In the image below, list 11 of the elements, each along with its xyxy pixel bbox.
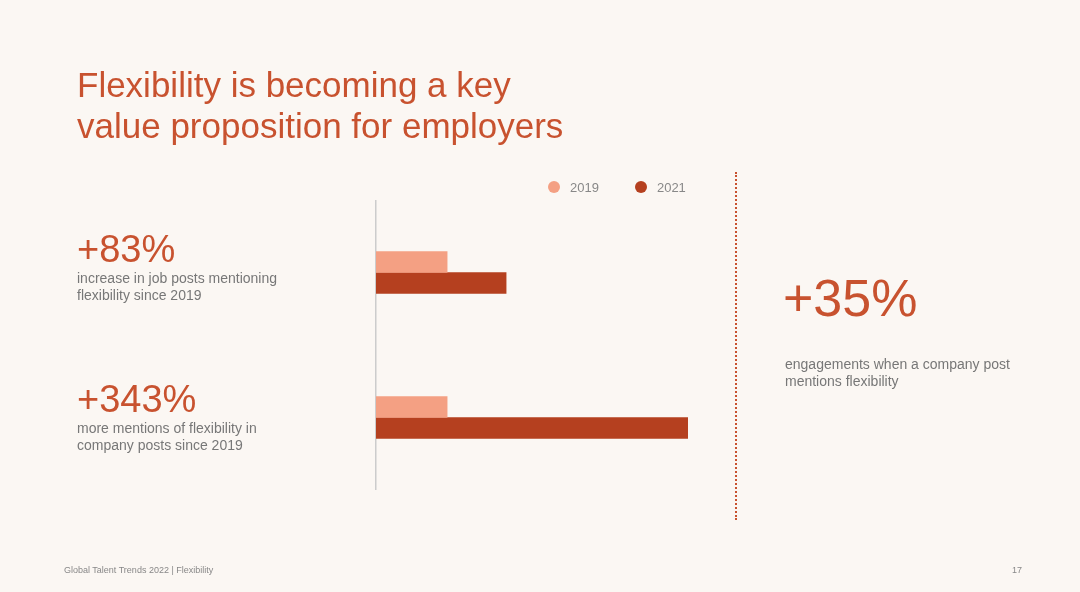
chart-title: Flexibility is becoming a key value proposition for employers bbox=[77, 64, 565, 146]
text: +83% bbox=[77, 228, 176, 271]
text: more mentions of flexibility in company posts since 2019 bbox=[77, 420, 258, 454]
text: increase in job posts mentioning flexibility since 2019 bbox=[77, 270, 278, 304]
text: Global Talent Trends 2022 | Flexibility bbox=[64, 565, 214, 575]
text: +343% bbox=[77, 378, 197, 421]
legend-label: 2019 bbox=[569, 180, 599, 195]
text: +35% bbox=[783, 268, 918, 328]
text: engagements when a company post mentions flexibility bbox=[785, 356, 1011, 390]
legend-label: 2021 bbox=[655, 180, 686, 195]
text: 17 bbox=[1012, 565, 1023, 575]
